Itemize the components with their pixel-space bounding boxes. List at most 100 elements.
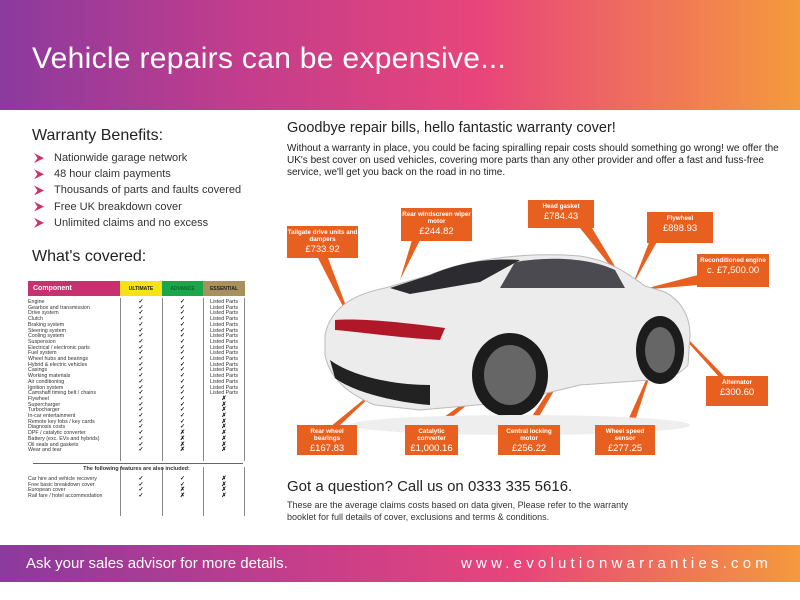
coverage-cell: ✓ bbox=[179, 316, 186, 323]
coverage-cell: ✓ bbox=[138, 310, 144, 317]
contact-title: Got a question? Call us on 0333 335 5616… bbox=[287, 478, 573, 495]
coverage-cell: Listed Parts bbox=[210, 350, 238, 357]
component-name: Remote key fobs / key cards bbox=[28, 418, 95, 425]
table-row: Turbocharger ✓ ✓ ✗ bbox=[28, 407, 245, 414]
column-header: ULTIMATE bbox=[120, 281, 162, 296]
component-name: Supercharger bbox=[28, 401, 61, 408]
coverage-cell: ✓ bbox=[179, 407, 186, 414]
coverage-cell: ✓ bbox=[138, 327, 144, 334]
coverage-cell: ✓ bbox=[138, 481, 144, 488]
benefits-list: Nationwide garage network 48 hour claim p… bbox=[34, 150, 241, 231]
coverage-cell: ✓ bbox=[138, 304, 144, 311]
coverage-cell: ✗ bbox=[221, 418, 227, 425]
repair-cost-callout: Central locking motor £256.22 bbox=[498, 425, 560, 455]
benefit-item: Free UK breakdown cover bbox=[34, 199, 241, 215]
intro: Goodbye repair bills, hello fantastic wa… bbox=[287, 120, 787, 179]
component-name: Cooling system bbox=[28, 333, 65, 340]
component-name: Hybrid & electric vehicles bbox=[28, 361, 88, 368]
coverage-cell: ✓ bbox=[138, 493, 144, 500]
column-divider bbox=[244, 298, 245, 461]
component-name: Suspension bbox=[28, 338, 56, 345]
table-row: Gearbox and transmission ✓ ✓ Listed Parts bbox=[28, 304, 245, 312]
coverage-cell: ✓ bbox=[179, 321, 186, 328]
chevron-right-icon bbox=[34, 153, 44, 164]
callout-cost: £277.25 bbox=[607, 443, 643, 454]
coverage-cell: ✗ bbox=[221, 424, 227, 431]
coverage-cell: Listed Parts bbox=[210, 384, 238, 391]
callout-cost: £256.22 bbox=[511, 443, 547, 454]
table-row: Electrical / electronic parts ✓ ✓ Listed Pa… bbox=[28, 344, 245, 352]
table-row: Casings ✓ ✓ Listed Parts bbox=[28, 368, 245, 374]
table-row: Rail fare / hotel accommodation ✓ ✗ ✗ bbox=[28, 493, 245, 500]
callout-cost: £167.83 bbox=[309, 443, 345, 454]
coverage-cell: ✓ bbox=[138, 333, 144, 340]
component-name: Steering system bbox=[28, 327, 66, 334]
coverage-cell: Listed Parts bbox=[210, 316, 238, 323]
coverage-cell: Listed Parts bbox=[210, 367, 238, 374]
table-row: Steering system ✓ ✓ Listed Parts bbox=[28, 327, 245, 335]
repair-cost-callout: Wheel speed sensor £277.25 bbox=[595, 425, 655, 455]
component-name: Electrical / electronic parts bbox=[28, 344, 90, 351]
header-banner: Vehicle repairs can be expensive... bbox=[0, 0, 800, 110]
coverage-cell: ✓ bbox=[138, 321, 144, 328]
coverage-cell: ✓ bbox=[179, 338, 186, 345]
chevron-right-icon bbox=[34, 201, 44, 212]
coverage-cell: ✓ bbox=[179, 304, 186, 311]
coverage-cell: ✓ bbox=[179, 361, 186, 368]
table-row: European cover ✓ ✗ ✗ bbox=[28, 488, 245, 494]
coverage-cell: ✗ bbox=[221, 395, 227, 402]
coverage-cell: ✓ bbox=[138, 487, 144, 494]
coverage-cell: ✗ bbox=[179, 493, 186, 500]
coverage-cell: ✓ bbox=[138, 316, 144, 323]
coverage-cell: ✗ bbox=[179, 447, 186, 454]
coverage-cell: ✓ bbox=[138, 395, 144, 402]
table-row: Fuel system ✓ ✓ Listed Parts bbox=[28, 350, 245, 357]
component-name: Flywheel bbox=[28, 395, 49, 402]
column-divider bbox=[162, 298, 163, 461]
repair-cost-callout: Catalytic converter £1,000.16 bbox=[405, 425, 458, 455]
component-name: Oil seals and gaskets bbox=[28, 441, 79, 448]
callout-cost: £1,000.16 bbox=[410, 443, 453, 454]
coverage-cell: ✗ bbox=[179, 430, 186, 437]
coverage-cell: ✗ bbox=[179, 487, 186, 494]
coverage-cell: ✓ bbox=[179, 373, 186, 380]
component-name: Casings bbox=[28, 367, 48, 374]
component-name: Air conditioning bbox=[28, 378, 65, 385]
coverage-cell: Listed Parts bbox=[210, 378, 238, 385]
column-header: ADVANCE bbox=[162, 281, 203, 296]
column-divider bbox=[120, 467, 121, 516]
callout-cost: c. £7,500.00 bbox=[706, 265, 760, 276]
website-link[interactable]: www.evolutionwarranties.com bbox=[461, 555, 772, 572]
column-divider bbox=[162, 467, 163, 516]
column-divider bbox=[244, 467, 245, 516]
table-row: Engine ✓ ✓ Listed Parts bbox=[28, 299, 245, 306]
car-illustration bbox=[318, 228, 726, 435]
coverage-cell: ✓ bbox=[138, 299, 144, 305]
coverage-cell: ✓ bbox=[179, 299, 186, 305]
repair-cost-callout: Alternator £300.60 bbox=[706, 376, 768, 406]
component-name: Wear and tear bbox=[28, 447, 62, 454]
coverage-cell: Listed Parts bbox=[210, 299, 238, 305]
table-row: Diagnosis costs ✓ ✓ ✗ bbox=[28, 425, 245, 431]
contact-note: These are the average claims costs based… bbox=[287, 500, 629, 522]
callout-label: Tailgate drive units and dampers bbox=[287, 229, 358, 243]
coverage-cell: ✓ bbox=[138, 350, 144, 357]
coverage-cell: ✗ bbox=[221, 401, 227, 408]
coverage-cell: ✓ bbox=[138, 361, 144, 368]
benefit-item: Thousands of parts and faults covered bbox=[34, 182, 241, 198]
coverage-cell: ✓ bbox=[179, 390, 186, 397]
component-name: Car hire and vehicle recovery bbox=[28, 476, 97, 482]
table-row: Car hire and vehicle recovery ✓ ✓ ✗ bbox=[28, 476, 245, 483]
coverage-table: Component ULTIMATE ADVANCE ESSENTIAL Engine ✓… bbox=[28, 281, 245, 516]
benefit-item: Unlimited claims and no excess bbox=[34, 215, 241, 231]
coverage-cell: ✗ bbox=[179, 441, 186, 448]
callout-label: Rear windscreen wiper motor bbox=[402, 211, 471, 225]
benefit-label: Free UK breakdown cover bbox=[54, 200, 182, 213]
coverage-cell: ✓ bbox=[138, 413, 144, 419]
column-header: Component bbox=[28, 281, 120, 296]
chevron-right-icon bbox=[34, 185, 44, 196]
coverage-cell: Listed Parts bbox=[210, 390, 238, 397]
table-row: DPF / catalytic converter ✓ ✗ ✗ bbox=[28, 430, 245, 437]
callout-label: Head gasket bbox=[542, 203, 580, 210]
benefit-label: Thousands of parts and faults covered bbox=[54, 184, 242, 197]
